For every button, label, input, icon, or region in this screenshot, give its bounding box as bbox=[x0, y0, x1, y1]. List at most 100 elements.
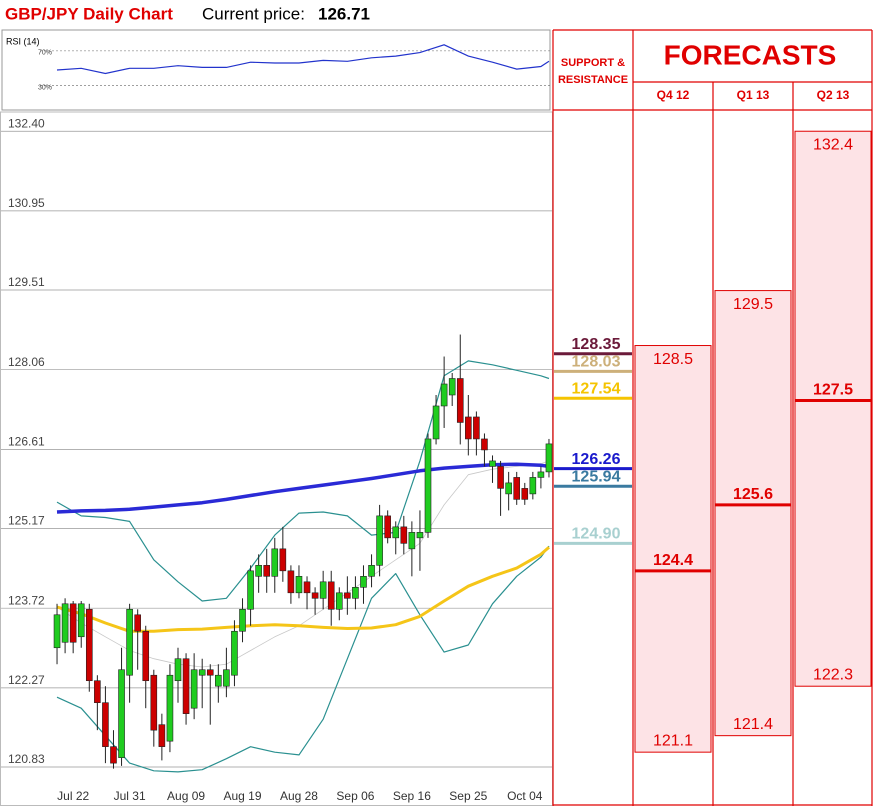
candle-body bbox=[489, 460, 496, 467]
chart-title: GBP/JPY Daily Chart bbox=[5, 4, 173, 23]
forecast-mid-label: 125.6 bbox=[733, 486, 773, 503]
y-tick-label: 123.72 bbox=[8, 593, 45, 607]
candle-body bbox=[384, 515, 391, 539]
candle-body bbox=[190, 669, 198, 709]
candle-body bbox=[287, 570, 295, 594]
support-label: 128.35 bbox=[572, 336, 621, 353]
forecast-range bbox=[794, 130, 872, 687]
y-tick-label: 120.83 bbox=[8, 752, 45, 766]
x-tick-label: Oct 04 bbox=[507, 789, 543, 803]
x-tick-label: Aug 28 bbox=[280, 789, 318, 803]
candle-body bbox=[142, 630, 150, 682]
candle-body bbox=[61, 603, 69, 643]
candle-body bbox=[303, 581, 311, 594]
candle-body bbox=[360, 576, 367, 588]
support-label: 125.94 bbox=[572, 468, 621, 485]
candle-body bbox=[368, 565, 375, 577]
candle-body bbox=[327, 581, 335, 610]
x-tick-label: Sep 16 bbox=[393, 789, 431, 803]
candle-body bbox=[255, 565, 262, 577]
candle-body bbox=[77, 603, 85, 638]
candle-body bbox=[158, 724, 166, 747]
candle-body bbox=[215, 674, 222, 687]
candle-body bbox=[352, 587, 359, 599]
candle-body bbox=[69, 603, 77, 643]
candle-body bbox=[465, 416, 472, 440]
period-header: Q2 13 bbox=[817, 88, 850, 102]
candle-body bbox=[392, 526, 400, 539]
price-panel bbox=[0, 111, 553, 806]
rsi-line bbox=[56, 44, 550, 75]
candle-body bbox=[110, 746, 117, 764]
y-tick-label: 126.61 bbox=[8, 435, 45, 449]
candle-body bbox=[206, 669, 214, 676]
candle-body bbox=[150, 674, 158, 731]
y-tick-label: 125.17 bbox=[8, 514, 45, 528]
x-tick-label: Aug 19 bbox=[223, 789, 261, 803]
candle-body bbox=[335, 592, 343, 610]
forecasts-title: FORECASTS bbox=[664, 39, 837, 70]
candle-body bbox=[400, 526, 408, 544]
candle-body bbox=[174, 658, 182, 682]
candle-body bbox=[473, 416, 480, 440]
forecast-range bbox=[714, 290, 792, 737]
candle-body bbox=[182, 658, 190, 714]
support-label: 124.90 bbox=[572, 526, 621, 543]
candle-body bbox=[481, 438, 488, 451]
rsi-panel bbox=[1, 29, 551, 111]
candle-body bbox=[456, 378, 464, 423]
forecast-panel: SUPPORT & RESISTANCE FORECASTS bbox=[552, 29, 873, 806]
candle-body bbox=[521, 488, 529, 500]
support-label: 127.54 bbox=[572, 381, 621, 398]
current-price-label: Current price: bbox=[202, 4, 305, 23]
candle-body bbox=[344, 592, 351, 599]
x-tick-label: Jul 22 bbox=[57, 789, 89, 803]
candle-body bbox=[416, 532, 424, 539]
candle-body bbox=[198, 669, 206, 676]
forecast-low: 122.3 bbox=[813, 666, 853, 683]
overlay-line bbox=[56, 462, 550, 514]
forecast-mid-label: 127.5 bbox=[813, 382, 853, 399]
candle-body bbox=[311, 592, 319, 599]
candle-body bbox=[529, 477, 537, 495]
candle-body bbox=[263, 565, 271, 577]
forecast-high: 128.5 bbox=[653, 351, 693, 368]
candle-body bbox=[279, 548, 287, 572]
candle-body bbox=[53, 614, 61, 649]
candle-body bbox=[223, 669, 230, 687]
y-tick-label: 129.51 bbox=[8, 275, 45, 289]
candle-body bbox=[102, 702, 109, 747]
candle-body bbox=[85, 608, 93, 682]
overlay-line bbox=[56, 360, 550, 602]
period-header: Q4 12 bbox=[657, 88, 690, 102]
overlay-line bbox=[56, 460, 550, 668]
support-title: RESISTANCE bbox=[558, 74, 628, 86]
candle-body bbox=[376, 515, 383, 566]
candle-body bbox=[126, 608, 133, 676]
candle-body bbox=[271, 548, 279, 577]
candle-body bbox=[432, 405, 440, 440]
candle-body bbox=[166, 674, 174, 742]
x-tick-label: Aug 09 bbox=[167, 789, 205, 803]
period-header: Q1 13 bbox=[737, 88, 770, 102]
forecast-range bbox=[634, 345, 712, 753]
rsi-tick-label: 70% bbox=[38, 50, 52, 57]
candle-body bbox=[134, 614, 141, 632]
candle-body bbox=[247, 570, 254, 610]
candle-body bbox=[118, 669, 125, 758]
forecast-high: 132.4 bbox=[813, 136, 853, 153]
candle-body bbox=[497, 466, 504, 489]
support-label: 126.26 bbox=[572, 451, 621, 468]
candle-body bbox=[295, 576, 303, 594]
rsi-title: RSI (14) bbox=[6, 36, 40, 46]
x-tick-label: Sep 06 bbox=[336, 789, 374, 803]
forecast-high: 129.5 bbox=[733, 296, 773, 313]
candle-body bbox=[231, 630, 238, 676]
support-title: SUPPORT & bbox=[561, 57, 625, 69]
overlay-line bbox=[56, 546, 550, 633]
x-tick-label: Jul 31 bbox=[114, 789, 146, 803]
y-tick-label: 128.06 bbox=[8, 355, 45, 369]
y-tick-label: 122.27 bbox=[8, 673, 45, 687]
support-label: 128.03 bbox=[572, 354, 621, 371]
